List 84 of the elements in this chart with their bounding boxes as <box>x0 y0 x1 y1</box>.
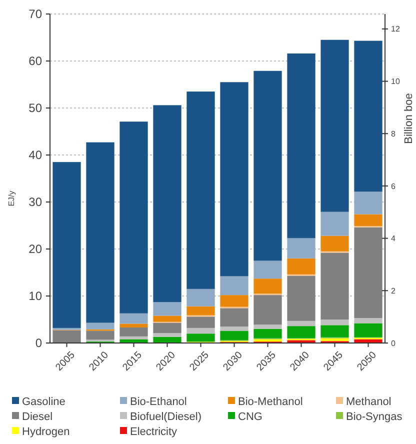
bar <box>354 214 382 226</box>
bar <box>186 306 215 316</box>
bar <box>186 334 215 342</box>
bar <box>220 308 248 327</box>
y-tick-label: 40 <box>28 148 42 162</box>
legend-label: Methanol <box>346 396 392 408</box>
bar <box>153 105 182 302</box>
bar <box>120 339 148 343</box>
y2-tick-label: 10 <box>391 77 400 86</box>
bar <box>220 295 248 307</box>
bar <box>186 316 215 328</box>
y-tick-label: 60 <box>28 54 42 68</box>
bar <box>220 326 248 331</box>
bar <box>287 238 316 258</box>
bar <box>287 276 316 321</box>
bar <box>220 276 248 296</box>
bar <box>354 227 382 318</box>
legend-label: Bio-Syngas <box>346 410 403 423</box>
y2-tick-label: 6 <box>391 182 396 191</box>
bar <box>320 252 349 320</box>
bar <box>120 327 148 336</box>
bar <box>153 333 182 337</box>
bar <box>52 162 81 328</box>
bar <box>120 336 148 340</box>
bar <box>153 336 182 343</box>
bar <box>254 278 282 294</box>
y-tick-label: 0 <box>35 336 42 350</box>
bar <box>320 325 349 338</box>
y-tick-label: 50 <box>28 101 42 116</box>
bar <box>254 339 282 342</box>
bar <box>186 92 215 289</box>
legend-label: Biofuel(Diesel) <box>130 410 202 423</box>
bar <box>320 40 349 212</box>
bar <box>254 295 282 325</box>
legend-label: Bio-Methanol <box>238 396 303 408</box>
y-tick-label: 10 <box>28 289 42 304</box>
bar <box>354 318 382 324</box>
bar <box>254 260 282 279</box>
bar <box>186 288 215 306</box>
bar <box>52 330 81 343</box>
bar <box>354 323 382 338</box>
bar <box>153 302 182 316</box>
bar <box>254 70 282 261</box>
legend-label: Hydrogen <box>22 426 70 438</box>
bar <box>120 122 148 314</box>
bar <box>120 324 148 328</box>
bar <box>86 330 114 340</box>
legend-label: Diesel <box>22 410 53 423</box>
bar <box>186 328 215 334</box>
bar <box>254 328 282 338</box>
bar <box>320 320 349 326</box>
y-tick-label: 70 <box>28 7 42 22</box>
bar <box>354 339 382 343</box>
bar <box>220 82 248 276</box>
y-tick-label: 30 <box>28 195 42 210</box>
y-axis-title: EJ/y <box>7 190 16 206</box>
bar <box>254 324 282 329</box>
bar <box>153 322 182 334</box>
bar <box>320 236 349 252</box>
bar <box>86 142 114 323</box>
legend-label: CNG <box>238 410 262 423</box>
bar <box>287 258 316 274</box>
bar <box>354 192 382 214</box>
legend-label: Electricity <box>130 426 178 438</box>
bar <box>320 212 349 236</box>
bar <box>354 40 382 192</box>
y2-tick-label: 8 <box>391 129 396 138</box>
legend-label: Gasoline <box>22 396 66 408</box>
y2-tick-label: 12 <box>391 24 400 34</box>
y2-tick-label: 2 <box>391 286 396 296</box>
legend-label: Bio-Ethanol <box>130 396 187 408</box>
bar <box>320 338 349 342</box>
bar <box>287 320 316 326</box>
bar <box>287 53 316 238</box>
bar <box>220 330 248 340</box>
y2-tick-label: 0 <box>391 338 396 348</box>
bar <box>287 326 316 338</box>
bar <box>153 316 182 322</box>
y2-tick-label: 4 <box>391 234 396 244</box>
bar <box>120 313 148 324</box>
y2-axis-title: Billion boe <box>403 93 415 144</box>
bar <box>86 322 114 330</box>
bar <box>287 340 316 343</box>
y-tick-label: 20 <box>28 242 42 256</box>
